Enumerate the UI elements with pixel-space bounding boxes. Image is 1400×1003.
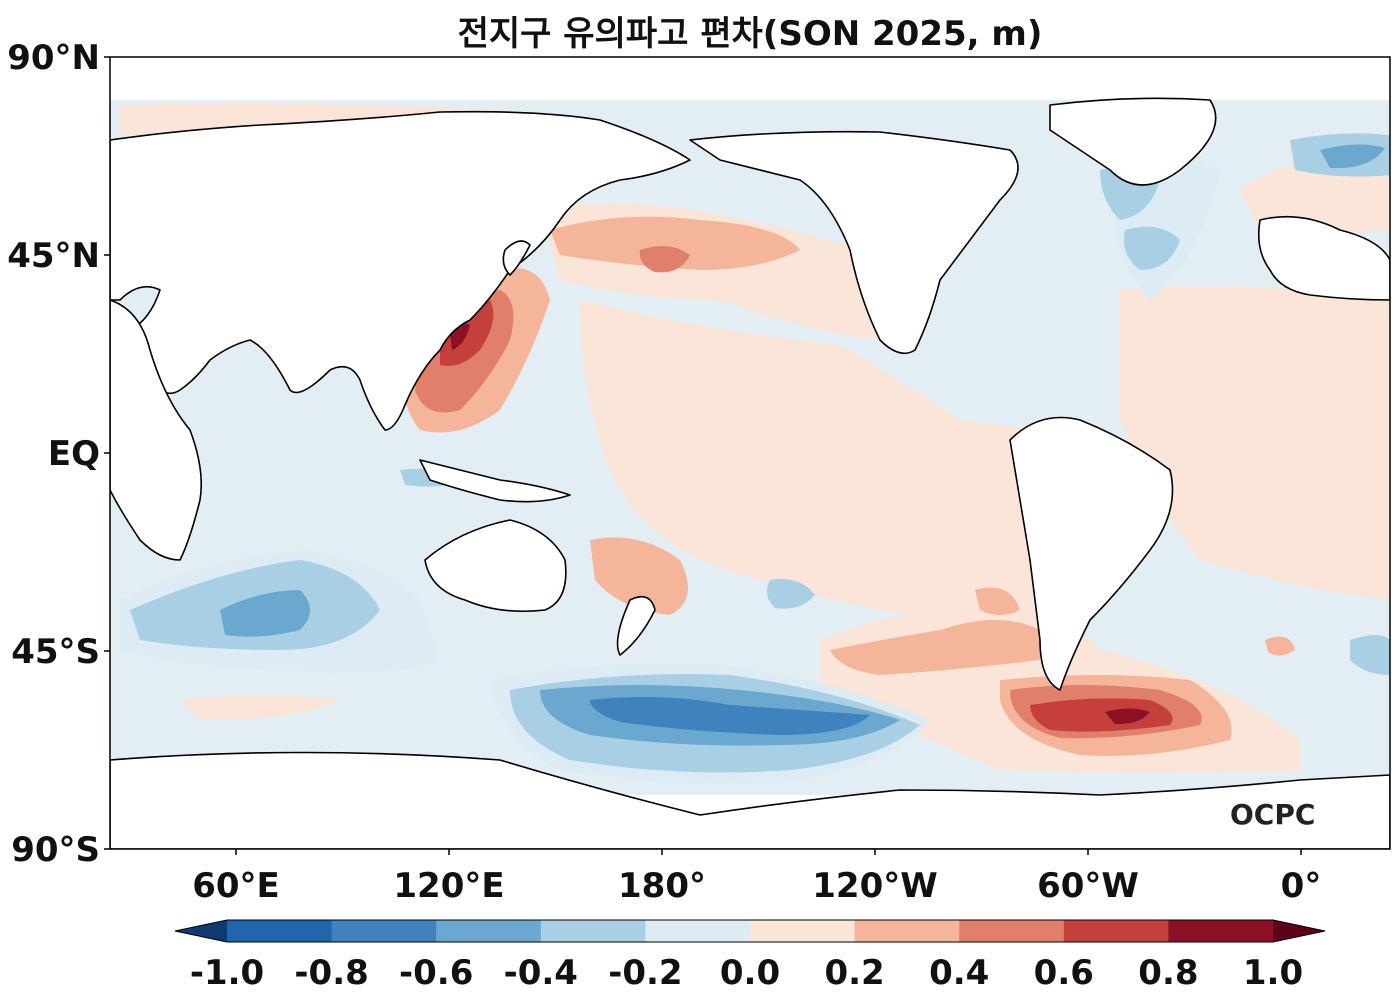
- southeast-asia-islands: [419, 459, 571, 503]
- colorbar-tick-label: 1.0: [1243, 953, 1303, 993]
- lon-tick-label: 180°: [618, 866, 706, 906]
- colorbar-tick-label: -0.6: [399, 953, 473, 993]
- landmasses: [110, 97, 1390, 849]
- logo-text: OCPC: [1230, 798, 1315, 831]
- new-zealand-land: [616, 595, 656, 656]
- eurasia-africa-land: [110, 110, 691, 431]
- latitude-axis: 90°N 45°N EQ 45°S 90°S: [7, 38, 110, 870]
- lat-tick-label: 45°N: [7, 236, 100, 276]
- colorbar-over-extend: [1273, 920, 1325, 942]
- europe-land: [1257, 215, 1390, 301]
- colorbar-bin: [854, 920, 960, 942]
- lon-tick-label: 0°: [1281, 866, 1322, 906]
- colorbar-tick-label: -0.4: [504, 953, 578, 993]
- map-title: 전지구 유의파고 편차(SON 2025, m): [457, 14, 1043, 54]
- colorbar-tick-label: 0.0: [720, 953, 780, 993]
- colorbar-bin: [540, 920, 646, 942]
- colorbar-tick-label: -0.8: [294, 953, 368, 993]
- lat-tick-label: 45°S: [11, 632, 100, 672]
- colorbar-under-extend: [175, 920, 227, 942]
- colorbar-bin: [959, 920, 1065, 942]
- colorbar-tick-label: 0.4: [929, 953, 989, 993]
- colorbar-tick-label: 0.2: [824, 953, 884, 993]
- greenland-land: [1049, 97, 1217, 186]
- lat-tick-label: 90°N: [7, 38, 100, 78]
- negative-anomaly-layer: [120, 133, 1390, 784]
- lon-tick-label: 60°W: [1037, 866, 1139, 906]
- lon-tick-label: 120°E: [393, 866, 504, 906]
- south-america-land: [1009, 416, 1174, 691]
- colorbar-bin: [331, 920, 437, 942]
- colorbar-bin: [436, 920, 542, 942]
- lon-tick-label: 120°W: [812, 866, 937, 906]
- colorbar-bin: [750, 920, 856, 942]
- lat-tick-label: 90°S: [11, 830, 100, 870]
- colorbar: -1.0 -0.8 -0.6 -0.4 -0.2 0.0 0.2 0.4 0.6 0.8 1.0: [174, 919, 1326, 993]
- north-america-land: [689, 130, 1019, 355]
- colorbar-bin: [227, 920, 333, 942]
- colorbar-tick-label: -0.2: [608, 953, 682, 993]
- lat-tick-label: EQ: [48, 434, 100, 474]
- colorbar-outline: [174, 919, 1326, 943]
- colorbar-tick-label: 0.6: [1034, 953, 1094, 993]
- colorbar-tick-label: 0.8: [1138, 953, 1198, 993]
- lon-tick-label: 60°E: [192, 866, 280, 906]
- longitude-axis: 60°E 120°E 180° 120°W 60°W 0°: [192, 849, 1321, 906]
- colorbar-tick-label: -1.0: [190, 953, 264, 993]
- ocpc-logo: OCPC: [1230, 798, 1315, 831]
- australia-land: [424, 519, 567, 613]
- antarctica-land: [110, 751, 1390, 849]
- anomaly-field: [110, 57, 1390, 849]
- colorbar-bin: [1063, 920, 1169, 942]
- colorbar-bin: [645, 920, 751, 942]
- japan-islands: [502, 240, 531, 276]
- colorbar-bin: [1168, 920, 1274, 942]
- africa-land: [110, 299, 203, 561]
